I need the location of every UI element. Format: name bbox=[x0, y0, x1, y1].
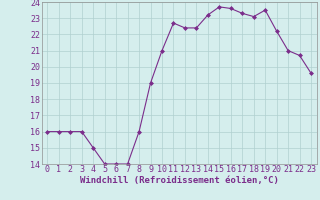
X-axis label: Windchill (Refroidissement éolien,°C): Windchill (Refroidissement éolien,°C) bbox=[80, 176, 279, 185]
